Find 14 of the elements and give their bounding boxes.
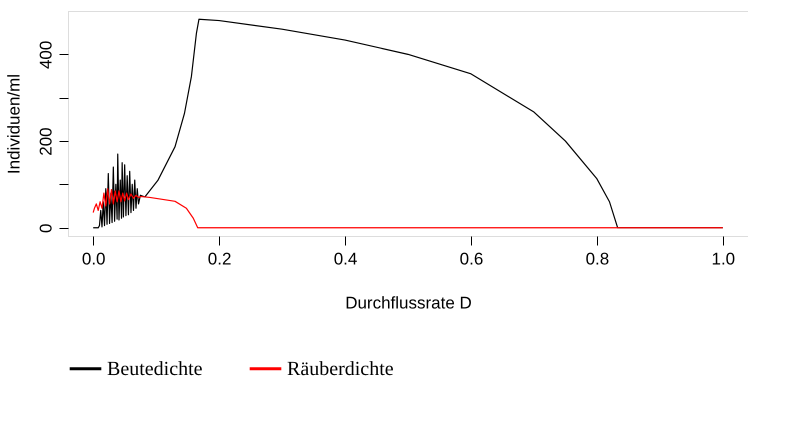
y-tick-label: 200 [36,127,56,156]
x-tick-label: 1.0 [711,250,736,268]
y-tick-label: 400 [36,40,56,70]
x-tick-label: 0.4 [334,250,358,268]
y-axis-title: Individuen/ml [4,74,24,174]
legend-label: Beutedichte [107,358,203,380]
x-tick-label: 0.6 [460,250,484,268]
legend-label: Räuberdichte [287,358,394,380]
x-axis-title: Durchflussrate D [345,294,472,312]
x-tick-label: 0.2 [208,250,232,268]
x-tick-label: 0.8 [586,250,610,268]
line-series [92,188,724,228]
y-tick-label: 0 [36,224,56,233]
x-tick-label: 0.0 [82,250,106,268]
